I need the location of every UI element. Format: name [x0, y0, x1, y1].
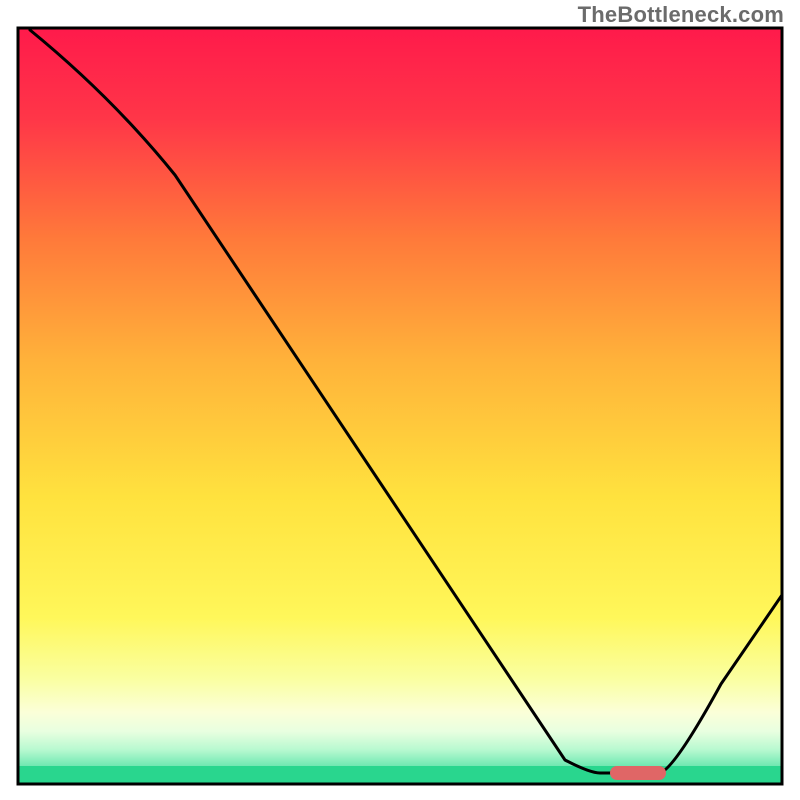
optimal-marker — [610, 766, 666, 780]
bottleneck-chart — [0, 0, 800, 800]
chart-container: TheBottleneck.com — [0, 0, 800, 800]
watermark-text: TheBottleneck.com — [578, 2, 784, 28]
chart-background — [18, 28, 782, 784]
